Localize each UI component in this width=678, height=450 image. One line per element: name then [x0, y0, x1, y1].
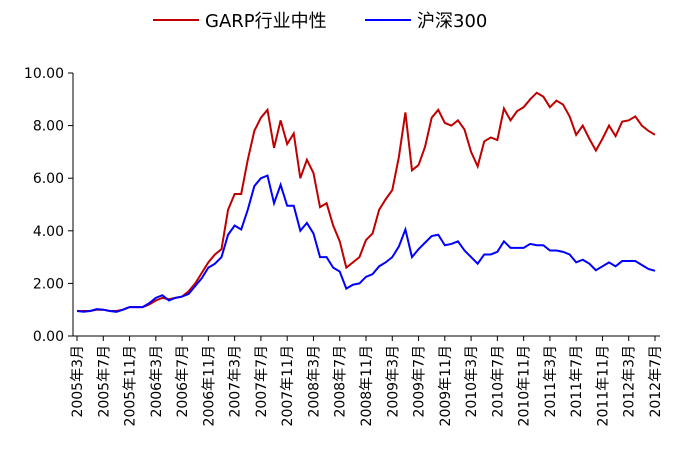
x-tick-label: 2011年3月 [543, 345, 559, 418]
series-line [76, 174, 656, 313]
x-tick-label: 2008年3月 [306, 345, 322, 418]
y-tick-label: 4.00 [33, 224, 64, 240]
x-tick-label: 2007年7月 [254, 345, 270, 418]
x-tick-label: 2008年7月 [333, 345, 349, 418]
x-tick-label: 2005年11月 [123, 345, 139, 426]
x-tick-label: 2010年11月 [517, 345, 533, 426]
y-tick-label: 10.00 [24, 66, 64, 82]
y-tick-label: 8.00 [33, 119, 64, 135]
y-tick-label: 0.00 [33, 329, 64, 345]
x-tick-label: 2007年11月 [280, 345, 296, 426]
series-line [77, 91, 656, 313]
x-tick-label: 2011年7月 [569, 345, 585, 418]
x-tick-label: 2010年7月 [490, 345, 506, 418]
legend-label: 沪深300 [417, 11, 487, 32]
x-tick-label: 2005年3月 [70, 345, 86, 418]
x-tick-label: 2010年3月 [464, 345, 480, 418]
x-tick-label: 2007年3月 [228, 345, 244, 418]
x-tick-label: 2008年11月 [359, 345, 375, 426]
x-tick-label: 2006年7月 [175, 345, 191, 418]
x-tick-label: 2012年7月 [648, 345, 664, 418]
x-tick-label: 2006年11月 [201, 345, 217, 426]
y-tick-label: 2.00 [33, 276, 64, 292]
x-tick-label: 2009年11月 [438, 345, 454, 426]
x-tick-label: 2011年11月 [595, 345, 611, 426]
x-tick-label: 2009年7月 [412, 345, 428, 418]
legend-label: GARP行业中性 [205, 11, 327, 32]
x-tick-label: 2006年3月 [149, 345, 165, 418]
x-tick-label: 2012年3月 [622, 345, 638, 418]
y-tick-label: 6.00 [33, 171, 64, 187]
x-tick-label: 2005年7月 [96, 345, 112, 418]
x-tick-label: 2009年3月 [385, 345, 401, 418]
